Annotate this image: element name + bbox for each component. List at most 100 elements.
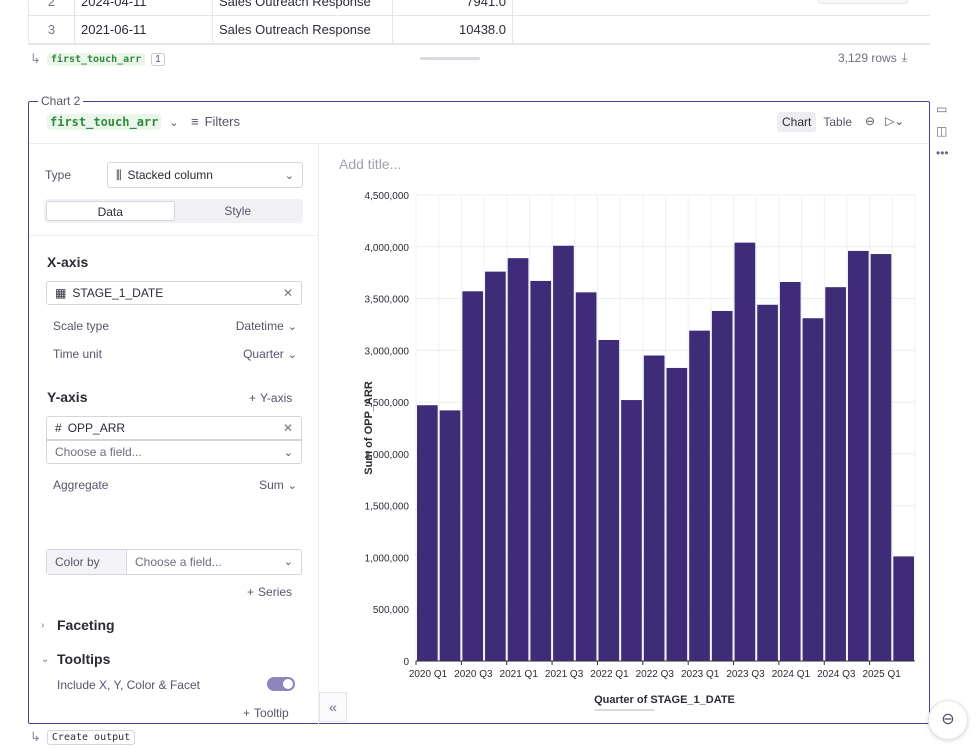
tab-style[interactable]: Style	[224, 204, 252, 218]
plus-icon: +	[249, 391, 257, 405]
bar[interactable]	[621, 400, 642, 661]
faceting-title: Faceting	[57, 617, 115, 633]
y-tick-label: 0	[403, 657, 409, 668]
bar[interactable]	[553, 245, 574, 661]
y-tick-label: 4,500,000	[365, 191, 410, 202]
dataset-select[interactable]: first_touch_arr ⌄	[47, 114, 179, 130]
y-tick-label: 2,000,000	[365, 450, 410, 461]
time-unit-row: Time unit Quarter ⌄	[53, 347, 297, 361]
run-icon[interactable]: ▷⌄	[885, 114, 905, 128]
row-count: 3,129 rows ⤓	[838, 50, 907, 65]
header-actions: ⊖ ▷⌄	[865, 114, 904, 128]
chart-title-input[interactable]: Add title...	[339, 156, 402, 172]
add-tooltip-button[interactable]: + Tooltip	[243, 706, 289, 720]
chart-type-select[interactable]: ⫼ Stacked column ⌄	[107, 162, 303, 188]
tab-data[interactable]: Data	[46, 201, 175, 221]
database-icon[interactable]: ⊖	[865, 114, 876, 128]
bar[interactable]	[666, 367, 688, 661]
add-y-axis-label: Y-axis	[260, 391, 293, 405]
scale-type-value: Datetime	[235, 319, 284, 333]
row-index: 2	[28, 0, 75, 16]
chevron-down-icon: ⌄	[169, 116, 179, 129]
collapse-panel-button[interactable]: «	[319, 692, 347, 722]
x-axis-field[interactable]: ▦ STAGE_1_DATE ✕	[46, 281, 302, 305]
x-axis-title: X-axis	[47, 254, 89, 270]
y-axis-field-name: OPP_ARR	[67, 421, 126, 435]
x-tick-label: 2020 Q1	[409, 669, 448, 680]
y-tick-label: 2,500,000	[365, 398, 410, 409]
time-unit-label: Time unit	[53, 347, 102, 361]
bar[interactable]	[575, 292, 597, 661]
bar[interactable]	[417, 405, 438, 661]
bar[interactable]	[689, 330, 710, 661]
create-output-button[interactable]: Create output	[46, 729, 136, 745]
aggregate-value: Sum	[259, 478, 284, 492]
chart-config-panel: Type ⫼ Stacked column ⌄ Data Style X-axi…	[29, 144, 319, 724]
faceting-section[interactable]: › Faceting	[41, 617, 115, 633]
tab-chart[interactable]: Chart	[777, 112, 817, 132]
bar[interactable]	[757, 304, 778, 661]
y-axis-choose-field[interactable]: Choose a field... ⌄	[46, 440, 302, 464]
divider	[29, 235, 319, 236]
color-by-label: Color by	[47, 550, 127, 574]
comment-icon[interactable]: ▭	[936, 102, 948, 116]
y-axis-field[interactable]: # OPP_ARR ✕	[46, 416, 302, 440]
bar[interactable]	[711, 310, 733, 661]
add-y-axis-button[interactable]: + Y-axis	[249, 391, 292, 405]
bar[interactable]	[439, 410, 461, 661]
table-row: 2 2024-04-11 Sales Outreach Response 794…	[28, 0, 930, 16]
bar-chart-icon: ⫼	[116, 167, 122, 182]
close-icon[interactable]: ✕	[282, 421, 293, 435]
tab-table[interactable]: Table	[823, 115, 853, 129]
assistant-fab[interactable]: ⊖	[928, 700, 968, 740]
bar[interactable]	[802, 318, 824, 661]
plus-icon: +	[247, 585, 255, 599]
more-icon[interactable]: •••	[936, 146, 949, 160]
return-arrow-icon: ↳	[30, 729, 41, 744]
scale-type-select[interactable]: Datetime ⌄	[236, 319, 297, 333]
time-unit-select[interactable]: Quarter ⌄	[243, 347, 297, 361]
bar[interactable]	[485, 271, 506, 661]
x-axis-title: Quarter of STAGE_1_DATE	[594, 694, 735, 706]
bar[interactable]	[530, 280, 552, 661]
row-index: 3	[28, 16, 75, 44]
chart-type-value: Stacked column	[127, 168, 213, 182]
output-count-badge: 1	[151, 52, 165, 66]
close-icon[interactable]: ✕	[282, 286, 293, 300]
horizontal-scrollbar[interactable]	[420, 57, 480, 60]
dataset-name: first_touch_arr	[47, 114, 162, 130]
x-tick-label: 2023 Q3	[726, 669, 765, 680]
table-row: 3 2021-06-11 Sales Outreach Response 104…	[28, 16, 930, 44]
tooltips-section[interactable]: ⌄ Tooltips	[41, 651, 110, 667]
color-by-select[interactable]: Color by Choose a field... ⌄	[46, 549, 302, 575]
create-output-row: ↳ Create output	[30, 729, 136, 745]
color-by-placeholder: Choose a field...	[135, 555, 222, 569]
y-tick-label: 500,000	[373, 605, 410, 616]
bar[interactable]	[870, 254, 892, 661]
x-tick-label: 2024 Q1	[772, 669, 811, 680]
tooltip-include-toggle[interactable]	[267, 677, 295, 691]
bar[interactable]	[462, 291, 484, 661]
bar[interactable]	[825, 287, 846, 661]
filters-button[interactable]: ≡ Filters	[191, 114, 240, 129]
output-variable-chip[interactable]: first_touch_arr	[46, 52, 146, 66]
download-icon[interactable]: ⤓	[901, 50, 908, 64]
bar[interactable]	[893, 556, 914, 661]
aggregate-select[interactable]: Sum ⌄	[259, 478, 297, 492]
table-toolbar-button[interactable]	[818, 0, 908, 4]
y-tick-label: 4,000,000	[365, 243, 410, 254]
layout-icon[interactable]: ◫	[936, 124, 948, 138]
cell-date: 2021-06-11	[75, 16, 213, 44]
chevron-right-icon: ›	[41, 619, 45, 631]
add-series-button[interactable]: + Series	[247, 585, 292, 599]
y-axis-title: Sum of OPP_ARR	[363, 381, 375, 475]
chevron-down-icon: ⌄	[283, 446, 293, 459]
bar[interactable]	[847, 250, 869, 662]
bar[interactable]	[734, 242, 756, 661]
bar[interactable]	[779, 281, 801, 661]
bar[interactable]	[507, 258, 529, 661]
x-axis-field-name: STAGE_1_DATE	[72, 286, 164, 300]
x-tick-label: 2022 Q3	[636, 669, 675, 680]
bar[interactable]	[598, 339, 620, 661]
bar[interactable]	[643, 355, 665, 661]
